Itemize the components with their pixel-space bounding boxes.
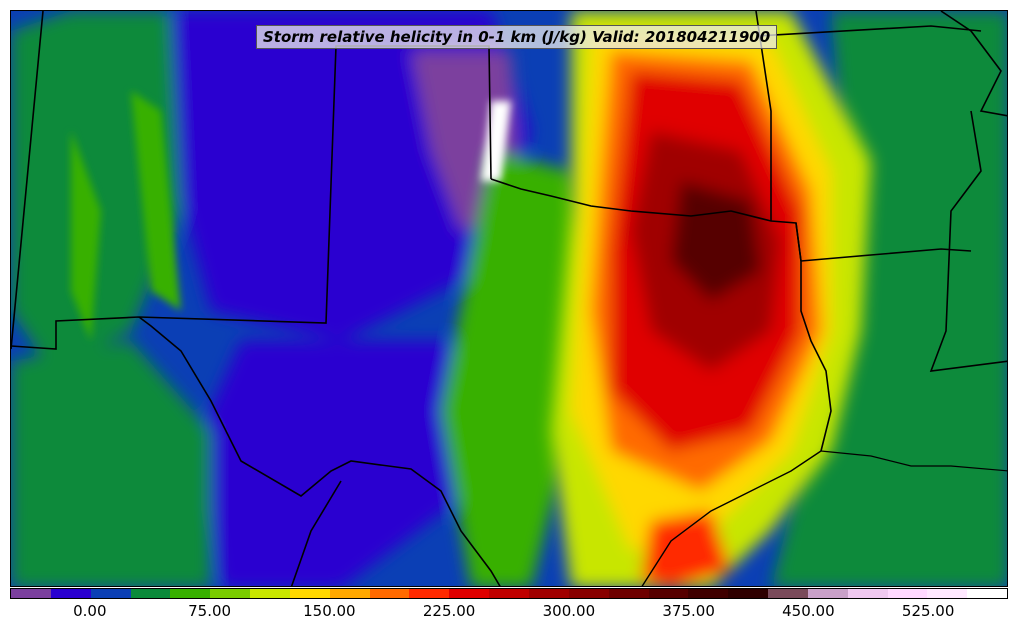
colorbar-swatch [130, 589, 171, 598]
colorbar-swatch [369, 589, 410, 598]
field-streaks [71, 91, 511, 341]
colorbar-swatch [289, 589, 330, 598]
colorbar-tick-label: 450.00 [782, 602, 835, 620]
colorbar-tick-label: 150.00 [303, 602, 356, 620]
field-low-values [11, 11, 1007, 586]
coastline [641, 450, 822, 586]
helicity-map [11, 11, 1007, 586]
colorbar-swatch [449, 589, 490, 598]
gulf-coast [820, 450, 1007, 472]
colorbar-swatch [807, 589, 848, 598]
colorbar-swatch [568, 589, 609, 598]
colorbar-swatch [250, 589, 290, 598]
map-title: Storm relative helicity in 0-1 km (J/kg)… [256, 25, 778, 49]
colorbar-swatch [847, 589, 888, 598]
colorbar-tick-label: 525.00 [901, 602, 955, 620]
colorbar-swatch [329, 589, 370, 598]
colorbar [10, 588, 1008, 599]
colorbar-swatch [728, 589, 769, 598]
colorbar-swatch [608, 589, 649, 598]
colorbar-swatch [887, 589, 928, 598]
colorbar-swatch [210, 589, 251, 598]
colorbar-swatch [648, 589, 689, 598]
colorbar-swatch [967, 589, 1008, 598]
colorbar-swatch [528, 589, 569, 598]
colorbar-tick-label: 300.00 [542, 602, 596, 620]
colorbar-swatch [768, 589, 808, 598]
colorbar-tick-label: 225.00 [422, 602, 476, 620]
colorbar-swatch [50, 589, 91, 598]
colorbar-swatch [90, 589, 131, 598]
colorbar-swatch [927, 589, 968, 598]
field-high-values [551, 11, 871, 586]
colorbar-swatch [688, 589, 729, 598]
colorbar-swatch [11, 589, 51, 598]
map-panel: Storm relative helicity in 0-1 km (J/kg)… [10, 10, 1008, 587]
colorbar-swatch [489, 589, 529, 598]
colorbar-tick-label: 0.00 [73, 602, 107, 620]
colorbar-tick-label: 375.00 [662, 602, 715, 620]
colorbar-swatch [409, 589, 450, 598]
colorbar-swatch [170, 589, 211, 598]
colorbar-tick-label: 75.00 [188, 602, 232, 620]
colorbar-tick-labels: 0.00 75.00 150.00 225.00 300.00 375.00 450.00 5… [10, 602, 1008, 624]
